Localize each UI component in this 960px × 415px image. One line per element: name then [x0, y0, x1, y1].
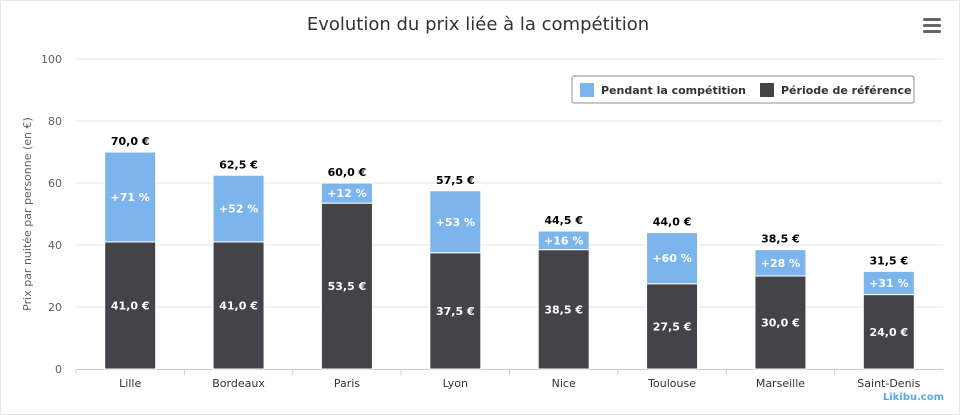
bar-reference-period[interactable] [320, 202, 373, 370]
y-tick-label: 60 [48, 177, 62, 190]
legend-box [571, 75, 915, 104]
data-label-reference: 30,0 € [761, 317, 800, 330]
data-label-reference: 38,5 € [544, 303, 583, 316]
legend-swatch[interactable] [580, 83, 594, 97]
legend-swatch[interactable] [760, 83, 774, 97]
bar-reference-period[interactable] [537, 249, 590, 370]
data-label-increase: +28 % [761, 257, 800, 270]
bar-during-competition[interactable] [104, 151, 157, 243]
x-tick-label: Lille [119, 377, 141, 390]
bar-reference-period[interactable] [646, 283, 699, 370]
y-tick-label: 40 [48, 239, 62, 252]
data-label-increase: +16 % [544, 234, 583, 247]
x-tick-label: Bordeaux [212, 377, 265, 390]
x-tick-label: Lyon [443, 377, 468, 390]
bar-reference-period[interactable] [862, 294, 915, 370]
data-label-increase: +71 % [110, 191, 149, 204]
bar-during-competition[interactable] [212, 174, 265, 243]
x-tick-label: Nice [552, 377, 576, 390]
bar-during-competition[interactable] [429, 190, 482, 254]
bar-reference-period[interactable] [429, 252, 482, 370]
data-label-increase: +52 % [219, 203, 258, 216]
credit-link[interactable]: Likibu.com [882, 392, 944, 403]
data-label-total: 44,5 € [544, 214, 583, 227]
x-tick-label: Marseille [756, 377, 805, 390]
data-label-increase: +60 % [652, 252, 691, 265]
bar-reference-period[interactable] [754, 275, 807, 370]
data-label-increase: +31 % [869, 277, 908, 290]
hamburger-menu-icon[interactable] [922, 18, 942, 36]
bar-during-competition[interactable] [754, 249, 807, 277]
data-label-total: 57,5 € [436, 174, 475, 187]
data-label-reference: 41,0 € [111, 299, 150, 312]
data-label-increase: +53 % [436, 216, 475, 229]
data-label-total: 31,5 € [870, 254, 909, 267]
data-label-total: 60,0 € [328, 166, 367, 179]
data-label-reference: 24,0 € [870, 326, 909, 339]
chart-title: Evolution du prix liée à la compétition [307, 14, 649, 35]
data-label-reference: 41,0 € [219, 299, 258, 312]
data-label-total: 70,0 € [111, 135, 150, 148]
data-label-total: 62,5 € [219, 158, 258, 171]
x-tick-label: Saint-Denis [857, 377, 920, 390]
data-label-total: 38,5 € [761, 233, 800, 246]
x-tick-label: Paris [334, 377, 360, 390]
data-label-increase: +12 % [327, 187, 366, 200]
y-tick-label: 100 [41, 53, 62, 66]
bar-during-competition[interactable] [537, 230, 590, 251]
bar-during-competition[interactable] [862, 270, 915, 296]
y-tick-label: 80 [48, 115, 62, 128]
legend-label[interactable]: Période de référence [781, 84, 911, 97]
data-label-reference: 53,5 € [328, 280, 367, 293]
x-tick-label: Toulouse [647, 377, 696, 390]
y-tick-label: 0 [55, 363, 62, 376]
data-label-reference: 37,5 € [436, 305, 475, 318]
data-label-reference: 27,5 € [653, 320, 692, 333]
y-tick-label: 20 [48, 301, 62, 314]
y-axis-label: Prix par nuitée par personne (en €) [21, 117, 34, 311]
bar-during-competition[interactable] [646, 232, 699, 285]
bar-reference-period[interactable] [104, 241, 157, 370]
legend-label[interactable]: Pendant la compétition [601, 84, 746, 97]
data-label-total: 44,0 € [653, 216, 692, 229]
bar-during-competition[interactable] [320, 182, 373, 204]
